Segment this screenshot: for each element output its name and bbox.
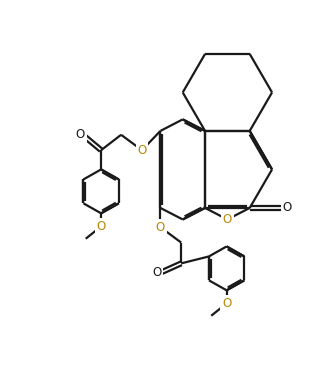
Text: O: O bbox=[96, 220, 106, 233]
Text: O: O bbox=[76, 127, 85, 141]
Text: O: O bbox=[137, 144, 147, 157]
Text: O: O bbox=[223, 213, 232, 226]
Text: O: O bbox=[222, 297, 231, 310]
Text: O: O bbox=[156, 221, 165, 234]
Text: O: O bbox=[152, 266, 161, 279]
Text: O: O bbox=[283, 201, 292, 214]
